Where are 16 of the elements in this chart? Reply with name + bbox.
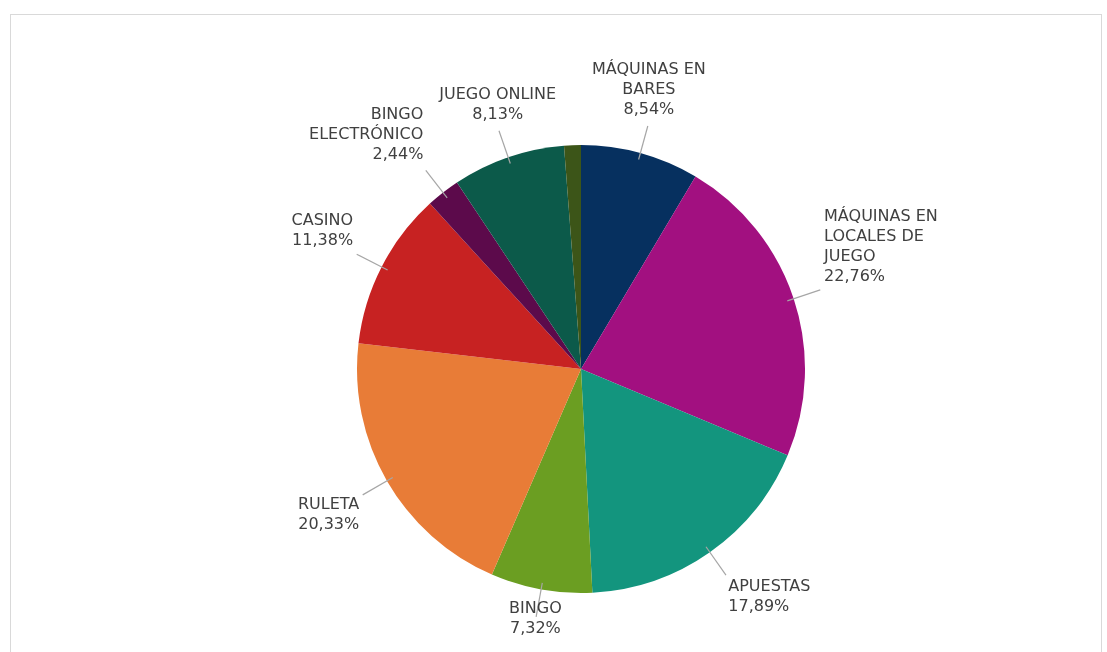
data-label: 2,44% xyxy=(372,144,424,164)
data-label: 17,89% xyxy=(728,595,790,615)
slice-label: MÁQUINAS EN LOCALES DE JUEGO xyxy=(823,205,938,265)
data-label: 22,76% xyxy=(824,265,886,285)
slice-label: RULETA xyxy=(297,494,360,514)
slice-label: BINGO xyxy=(509,598,562,618)
slice-label: CASINO xyxy=(291,209,354,229)
data-label: 20,33% xyxy=(298,514,360,534)
data-label: 11,38% xyxy=(292,229,354,249)
slice-label: APUESTAS xyxy=(728,575,811,595)
slice-label: MÁQUINAS EN BARES xyxy=(591,59,706,99)
slice-label: BINGO ELECTRÓNICO xyxy=(309,104,424,144)
slice-label: JUEGO ONLINE xyxy=(438,84,557,104)
data-label: 8,54% xyxy=(623,99,675,119)
data-label: 7,32% xyxy=(509,618,561,638)
data-label: 8,13% xyxy=(472,104,524,124)
